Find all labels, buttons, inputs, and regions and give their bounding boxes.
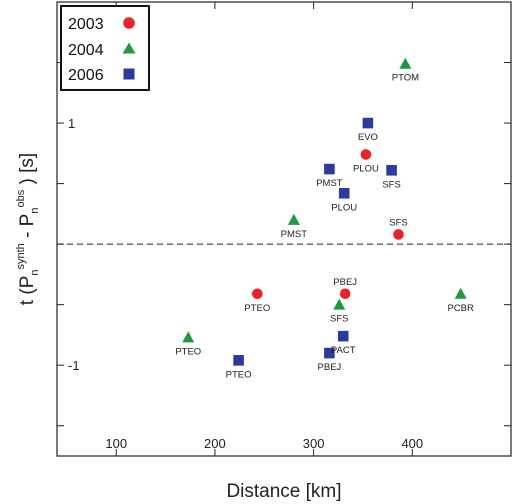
point-labels: PLOUSFSPTEOPBEJPTOMPMSTSFSPCBRPTEOEVOPMS…: [175, 73, 474, 381]
point-2006-evo-label: EVO: [358, 132, 378, 143]
y-axis-title-prefix: t (P: [17, 276, 38, 306]
point-2003-plou: [360, 149, 372, 160]
point-2003-pteo: [252, 288, 263, 300]
point-2006-pmst: [324, 163, 335, 175]
legend-label-2004: 2004: [68, 42, 104, 59]
legend-label-2003: 2003: [68, 16, 104, 33]
y-axis-title-suffix: ) [s]: [17, 153, 38, 190]
point-2004-ptom: [399, 57, 412, 69]
x-tick-label-100: 100: [105, 436, 127, 451]
data-points: [182, 57, 467, 366]
y-tick-labels: 1 -1: [68, 116, 80, 373]
point-2003-sfs: [393, 229, 404, 240]
svg-text:t (Pnsynth - Pnobs ) [s]: t (Pnsynth - Pnobs ) [s]: [15, 153, 41, 305]
x-tick-labels: 100 200 300 400: [105, 436, 423, 451]
point-2004-pmst-label: PMST: [281, 229, 308, 240]
x-tick-label-300: 300: [303, 436, 325, 451]
point-2004-pteo: [182, 331, 195, 343]
legend: 2003 2004 2006: [60, 5, 150, 91]
x-axis-title: Distance [km]: [226, 481, 341, 502]
point-2006-pteo-label: PTEO: [226, 369, 252, 380]
y-axis-title-sub1: n: [29, 270, 41, 276]
point-2004-pcbr: [454, 287, 467, 299]
point-2006-plou: [338, 187, 350, 199]
y-tick-label-1: 1: [68, 116, 75, 131]
point-2006-pact-label: PACT: [331, 345, 356, 356]
y-axis-title-sup2: obs: [15, 189, 27, 207]
point-2004-sfs: [333, 298, 346, 310]
point-2004-pteo-label: PTEO: [175, 346, 201, 357]
point-2004-ptom-label: PTOM: [392, 73, 419, 84]
legend-label-2006: 2006: [68, 67, 104, 84]
point-2004-pcbr-label: PCBR: [447, 303, 474, 314]
point-2003-plou-label: PLOU: [353, 164, 379, 175]
point-2006-plou-label: PLOU: [331, 202, 357, 213]
point-2006-sfs-label: SFS: [382, 179, 400, 190]
point-2006-pmst-label: PMST: [316, 178, 343, 189]
point-2006-pbej-label: PBEJ: [318, 362, 342, 373]
point-2006-pteo: [233, 355, 244, 366]
point-2004-pmst: [287, 213, 300, 225]
point-2003-pbej-label: PBEJ: [333, 277, 357, 288]
legend-marker-2006: [123, 68, 135, 80]
point-2003-pteo-label: PTEO: [244, 303, 270, 314]
point-2006-sfs: [386, 164, 397, 176]
y-axis-title-sup1: synth: [15, 243, 27, 269]
point-2003-sfs-label: SFS: [389, 217, 407, 228]
point-2006-pact: [337, 330, 349, 342]
point-2003-pbej: [339, 288, 351, 300]
y-axis-title: t (Pnsynth - Pnobs ) [s]: [15, 153, 41, 305]
point-2004-sfs-label: SFS: [330, 314, 348, 325]
x-tick-label-400: 400: [401, 436, 423, 451]
x-tick-label-200: 200: [204, 436, 226, 451]
y-axis-title-middle: - P: [17, 214, 38, 244]
legend-marker-2004: [122, 42, 136, 54]
y-tick-label--1: -1: [68, 358, 80, 373]
point-2006-pbej: [324, 347, 335, 359]
legend-marker-2003: [123, 17, 135, 29]
point-2006-evo: [362, 117, 374, 129]
y-axis-title-sub2: n: [29, 208, 41, 214]
